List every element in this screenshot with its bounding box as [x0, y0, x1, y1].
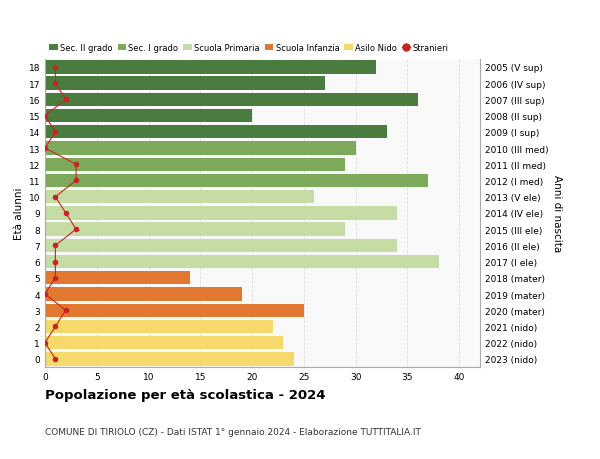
Bar	[45, 190, 314, 204]
Bar	[45, 255, 439, 269]
Point	[50, 129, 60, 136]
Point	[50, 242, 60, 250]
Bar	[45, 336, 283, 350]
Bar	[45, 110, 252, 123]
Point	[50, 258, 60, 266]
Bar	[45, 61, 376, 74]
Legend: Sec. II grado, Sec. I grado, Scuola Primaria, Scuola Infanzia, Asilo Nido, Stran: Sec. II grado, Sec. I grado, Scuola Prim…	[49, 44, 449, 52]
Point	[40, 339, 50, 347]
Point	[61, 210, 71, 217]
Point	[71, 226, 81, 233]
Bar	[45, 288, 242, 301]
Bar	[45, 142, 356, 155]
Bar	[45, 77, 325, 90]
Point	[71, 161, 81, 168]
Point	[50, 194, 60, 201]
Bar	[45, 320, 273, 333]
Bar	[45, 239, 397, 252]
Bar	[45, 223, 346, 236]
Point	[61, 96, 71, 104]
Bar	[45, 304, 304, 317]
Bar	[45, 353, 293, 366]
Bar	[45, 126, 387, 139]
Text: COMUNE DI TIRIOLO (CZ) - Dati ISTAT 1° gennaio 2024 - Elaborazione TUTTITALIA.IT: COMUNE DI TIRIOLO (CZ) - Dati ISTAT 1° g…	[45, 427, 421, 436]
Point	[50, 323, 60, 330]
Bar	[45, 158, 346, 172]
Text: Popolazione per età scolastica - 2024: Popolazione per età scolastica - 2024	[45, 388, 325, 401]
Y-axis label: Anni di nascita: Anni di nascita	[553, 175, 562, 252]
Point	[50, 64, 60, 72]
Point	[50, 274, 60, 282]
Point	[40, 145, 50, 152]
Point	[61, 307, 71, 314]
Point	[40, 112, 50, 120]
Y-axis label: Età alunni: Età alunni	[14, 187, 25, 240]
Point	[50, 80, 60, 88]
Bar	[45, 207, 397, 220]
Bar	[45, 272, 190, 285]
Point	[50, 355, 60, 363]
Point	[40, 291, 50, 298]
Bar	[45, 94, 418, 107]
Point	[71, 177, 81, 185]
Bar	[45, 174, 428, 188]
